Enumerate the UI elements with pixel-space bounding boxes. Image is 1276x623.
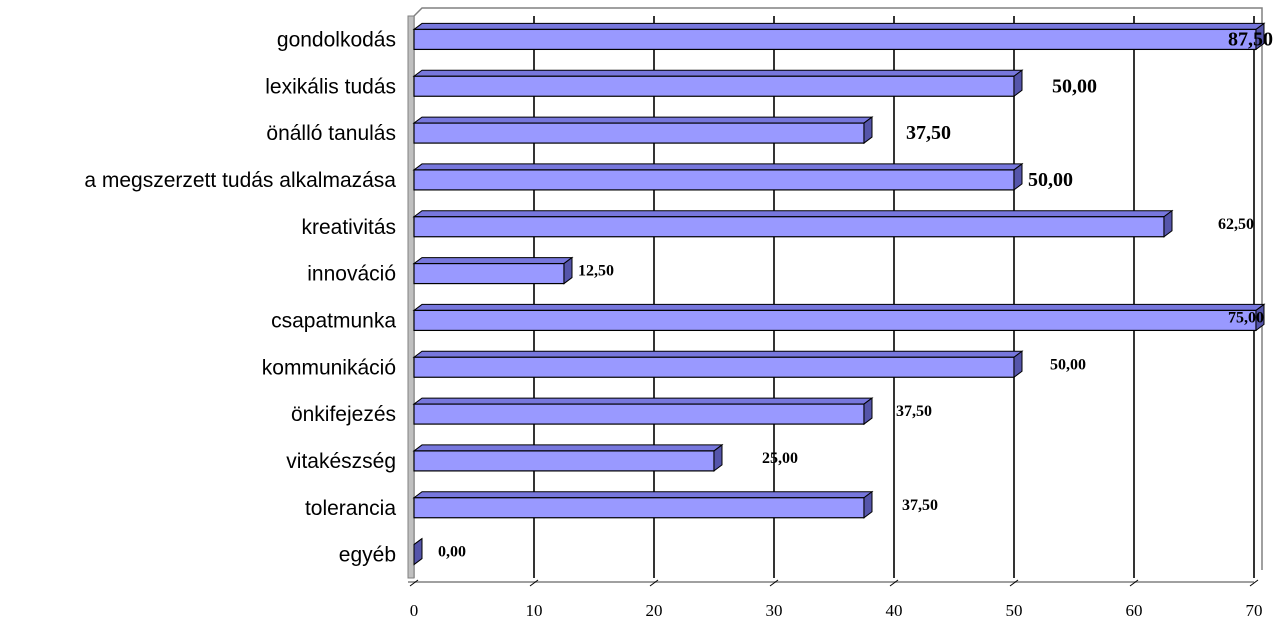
bar-end [1255, 22, 1265, 51]
data-label: 37,50 [906, 122, 951, 144]
category-label: innováció [307, 263, 396, 286]
bar-end [863, 116, 873, 145]
category-label: csapatmunka [271, 309, 396, 332]
data-label: 87,50 [1228, 28, 1273, 50]
y-axis-wall [407, 15, 415, 579]
category-label: lexikális tudás [265, 75, 396, 98]
bars-layer [412, 22, 1266, 566]
bar [413, 356, 1015, 378]
bar-top [412, 22, 1266, 30]
x-tick [769, 579, 779, 587]
bar-top [412, 444, 724, 452]
bar-end [713, 443, 723, 472]
bar [413, 309, 1257, 332]
data-label: 62,50 [1218, 216, 1254, 233]
bar-end [863, 490, 873, 519]
bar-end [413, 537, 423, 566]
x-tick [409, 579, 419, 587]
bar-top [412, 491, 874, 499]
bar-top [412, 210, 1174, 218]
bar-top [412, 69, 1024, 77]
category-label: vitakészség [286, 450, 396, 473]
labels-layer: 0 10 20 30 40 50 60 70 gondolkodás 87,50 lexikális… [84, 28, 1273, 620]
bar [413, 75, 1015, 97]
bar-top [412, 303, 1266, 311]
x-tick [889, 579, 899, 587]
x-tick [1249, 579, 1259, 587]
bar-end [1163, 209, 1173, 238]
category-label: kommunikáció [262, 356, 396, 379]
category-label: a megszerzett tudás alkalmazása [84, 169, 396, 192]
axes-layer [407, 7, 1263, 587]
x-tick-label: 10 [526, 601, 543, 620]
x-tick-label: 50 [1006, 601, 1023, 620]
data-label: 50,00 [1052, 75, 1097, 97]
x-tick-label: 60 [1126, 601, 1143, 620]
bar-top [412, 350, 1024, 358]
x-tick-label: 20 [646, 601, 663, 620]
bar-end [1013, 350, 1023, 379]
bar [413, 403, 865, 425]
x-tick-label: 40 [886, 601, 903, 620]
bar-end [1255, 303, 1265, 332]
data-label: 0,00 [438, 544, 466, 561]
data-label: 25,00 [762, 450, 798, 467]
x-tick-label: 70 [1246, 601, 1263, 620]
category-label: gondolkodás [277, 28, 396, 51]
bar-end [1013, 162, 1023, 191]
data-label: 37,50 [896, 403, 932, 420]
category-label: önálló tanulás [266, 122, 396, 145]
x-tick [1009, 579, 1019, 587]
data-label: 75,00 [1228, 309, 1264, 326]
bar [413, 262, 565, 285]
bar [413, 122, 865, 144]
category-label: egyéb [339, 544, 396, 567]
grid-layer [533, 16, 1255, 578]
bar-top [412, 163, 1024, 171]
bar [413, 169, 1015, 191]
bar [413, 216, 1165, 238]
x-tick-label: 0 [410, 601, 419, 620]
bar-top [412, 257, 574, 265]
data-label: 12,50 [578, 263, 614, 280]
bar [413, 497, 865, 519]
bar-top [412, 397, 874, 405]
bar [413, 450, 715, 472]
bar-end [1013, 69, 1023, 98]
bar-end [563, 256, 573, 285]
data-label: 50,00 [1050, 356, 1086, 373]
x-tick [529, 579, 539, 587]
data-label: 50,00 [1028, 169, 1073, 191]
x-tick [649, 579, 659, 587]
data-label: 37,50 [902, 497, 938, 514]
category-label: kreativitás [301, 216, 396, 239]
x-tick-label: 30 [766, 601, 783, 620]
category-label: önkifejezés [291, 403, 396, 426]
category-label: tolerancia [305, 497, 396, 520]
bar-end [863, 397, 873, 426]
x-tick [1129, 579, 1139, 587]
bar [413, 28, 1257, 51]
bar-top [412, 116, 874, 124]
